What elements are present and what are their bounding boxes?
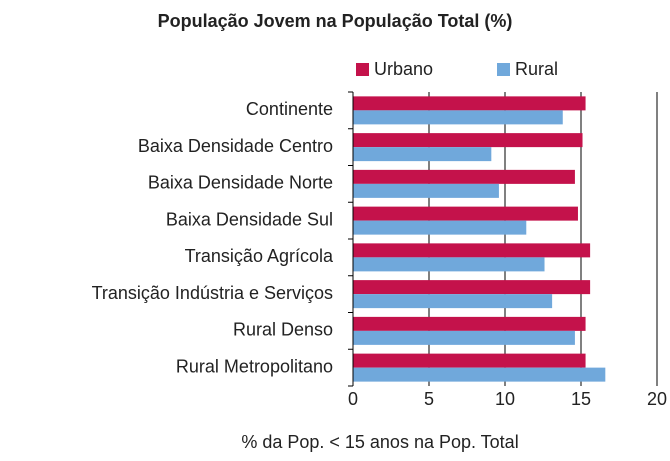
y-tick-label: Transição Agrícola [185,246,334,266]
y-tick-label: Continente [246,99,333,119]
bar [353,257,545,272]
bar [353,183,499,198]
y-tick-label: Rural Metropolitano [176,356,333,376]
legend-label: Urbano [374,59,433,79]
bar [353,294,553,309]
bar [353,330,575,345]
bar [353,169,575,184]
x-axis-label: % da Pop. < 15 anos na Pop. Total [241,432,518,452]
bar [353,367,606,382]
chart-title: População Jovem na População Total (%) [158,11,513,31]
bar [353,110,563,125]
x-tick-label: 20 [647,389,667,409]
x-tick-label: 5 [424,389,434,409]
bar [353,206,578,221]
legend-swatch [356,63,369,76]
y-tick-label: Baixa Densidade Sul [166,209,333,229]
y-tick-label: Baixa Densidade Centro [138,136,333,156]
bar [353,96,586,111]
bar [353,243,591,258]
legend-label: Rural [515,59,558,79]
bar [353,316,586,331]
bar [353,220,527,235]
bar [353,147,492,162]
bar [353,353,586,368]
legend-swatch [497,63,510,76]
x-tick-label: 15 [571,389,591,409]
y-tick-label: Transição Indústria e Serviços [92,283,333,303]
y-tick-label: Baixa Densidade Norte [148,173,333,193]
x-tick-label: 0 [348,389,358,409]
bar [353,133,583,148]
bar [353,280,591,295]
y-tick-label: Rural Denso [233,320,333,340]
x-tick-label: 10 [495,389,515,409]
